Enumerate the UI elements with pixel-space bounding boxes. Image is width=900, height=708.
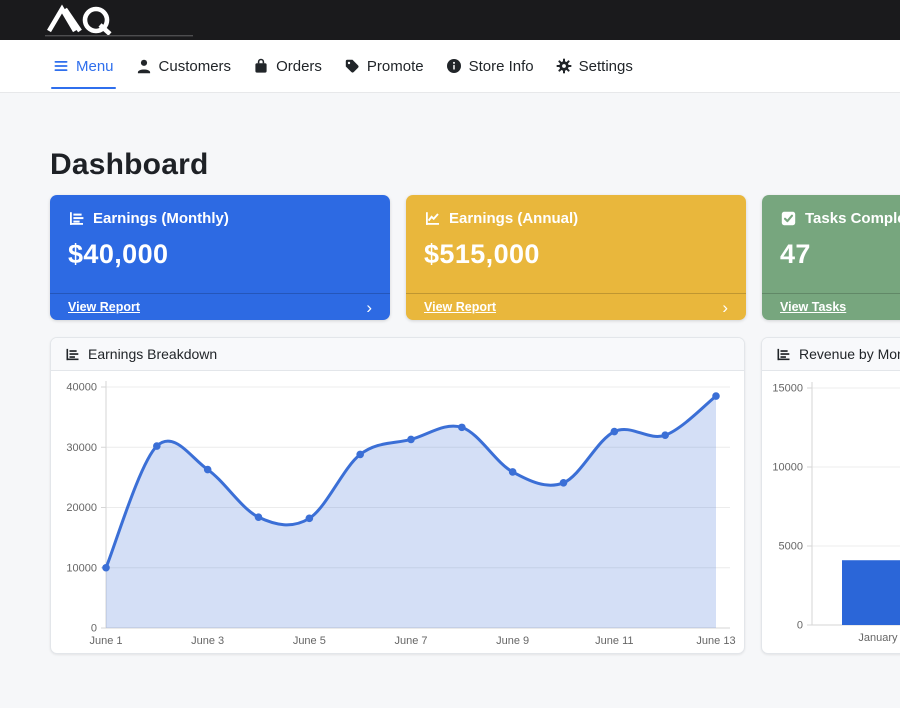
- nav-item-customers[interactable]: Customers: [136, 40, 232, 92]
- stat-card-body: Tasks Completed 47: [762, 195, 900, 293]
- svg-text:10000: 10000: [66, 562, 97, 574]
- stat-card-footer: View Report ›: [50, 293, 390, 320]
- svg-text:June 13: June 13: [696, 635, 735, 647]
- stat-card-tasks-completed: Tasks Completed 47 View Tasks ›: [762, 195, 900, 320]
- revenue-by-month-card: Revenue by Month 0 5000 10000 15000 January: [761, 337, 900, 654]
- page-title: Dashboard: [50, 148, 209, 181]
- svg-text:5000: 5000: [779, 541, 803, 553]
- person-icon: [137, 59, 150, 74]
- view-report-link[interactable]: View Report: [68, 300, 141, 314]
- bar-chart-icon: [777, 348, 790, 360]
- nav-item-label: Customers: [158, 57, 232, 75]
- nav-item-menu[interactable]: Menu: [51, 40, 116, 92]
- stat-card-title-row: Earnings (Annual): [424, 210, 728, 227]
- chevron-right-icon[interactable]: ›: [366, 297, 372, 317]
- chart-title: Revenue by Month: [799, 346, 900, 362]
- stat-card-body: Earnings (Annual) $515,000: [406, 195, 746, 293]
- svg-text:30000: 30000: [66, 442, 97, 454]
- chart-body: 0 10000 20000 30000 40000 June 1 June 3 June 5 J…: [51, 371, 744, 653]
- view-report-link[interactable]: View Report: [424, 300, 497, 314]
- main-navbar: Menu Customers Orders Promote Store Info: [0, 40, 900, 93]
- svg-text:June 11: June 11: [595, 635, 633, 647]
- stat-card-title-row: Tasks Completed: [780, 210, 900, 227]
- nav-item-label: Promote: [366, 57, 424, 75]
- stat-card-title: Tasks Completed: [805, 210, 900, 227]
- bar-chart-horizontal-icon: [70, 212, 84, 225]
- hamburger-icon: [54, 61, 68, 71]
- nav-item-label: Menu: [76, 57, 114, 75]
- chart-body: 0 5000 10000 15000 January: [762, 371, 900, 653]
- topbar: [0, 0, 900, 40]
- stat-card-earnings-monthly: Earnings (Monthly) $40,000 View Report ›: [50, 195, 390, 320]
- svg-text:June 9: June 9: [496, 635, 529, 647]
- revenue-by-month-plot: 0 5000 10000 15000 January: [772, 382, 900, 644]
- stat-card-value: $515,000: [424, 239, 540, 269]
- main-content: Dashboard Earnings (Monthly) $40,000 Vie…: [0, 93, 900, 654]
- stat-card-title: Earnings (Annual): [449, 210, 579, 227]
- check-square-icon: [781, 211, 796, 226]
- info-icon: [446, 59, 461, 73]
- svg-text:June 3: June 3: [191, 635, 224, 647]
- svg-text:January: January: [858, 632, 898, 644]
- gear-icon: [556, 58, 572, 74]
- stat-card-footer: View Report ›: [406, 293, 746, 320]
- svg-text:10000: 10000: [772, 462, 803, 474]
- nav-item-label: Settings: [578, 57, 633, 75]
- stat-cards-row: Earnings (Monthly) $40,000 View Report ›…: [50, 195, 900, 320]
- svg-text:20000: 20000: [66, 502, 97, 514]
- svg-text:June 5: June 5: [293, 635, 326, 647]
- svg-text:40000: 40000: [66, 382, 97, 394]
- bar-chart-icon: [66, 348, 79, 360]
- nav-item-label: Store Info: [468, 57, 534, 75]
- nav-item-label: Orders: [276, 57, 322, 75]
- svg-text:0: 0: [797, 620, 803, 632]
- stat-card-value: 47: [780, 239, 811, 269]
- stat-card-body: Earnings (Monthly) $40,000: [50, 195, 390, 293]
- svg-text:15000: 15000: [772, 383, 803, 395]
- view-tasks-link[interactable]: View Tasks: [780, 300, 847, 314]
- nav-item-promote[interactable]: Promote: [344, 40, 424, 92]
- stat-card-title-row: Earnings (Monthly): [68, 210, 372, 227]
- svg-text:0: 0: [91, 623, 97, 635]
- charts-row: Earnings Breakdown 0 10000 20000 30000 40000…: [50, 337, 900, 654]
- stat-card-earnings-annual: Earnings (Annual) $515,000 View Report ›: [406, 195, 746, 320]
- tag-icon: [345, 59, 359, 73]
- line-chart-icon: [426, 212, 439, 225]
- svg-text:June 1: June 1: [89, 635, 122, 647]
- earnings-breakdown-plot: 0 10000 20000 30000 40000 June 1 June 3 June 5 J…: [66, 381, 736, 647]
- stat-card-value: $40,000: [68, 239, 169, 269]
- chart-card-header: Earnings Breakdown: [51, 338, 744, 371]
- earnings-breakdown-card: Earnings Breakdown 0 10000 20000 30000 40000…: [50, 337, 745, 654]
- nav-item-orders[interactable]: Orders: [253, 40, 322, 92]
- chart-card-header: Revenue by Month: [762, 338, 900, 371]
- nav-item-store-info[interactable]: Store Info: [446, 40, 534, 92]
- stat-card-title: Earnings (Monthly): [93, 210, 229, 227]
- bag-icon: [255, 58, 267, 73]
- nav-item-settings[interactable]: Settings: [556, 40, 633, 92]
- chart-title: Earnings Breakdown: [88, 346, 218, 362]
- chevron-right-icon[interactable]: ›: [722, 297, 728, 317]
- brand-logo-aiq[interactable]: [43, 2, 195, 38]
- stat-card-footer: View Tasks ›: [762, 293, 900, 320]
- svg-text:June 7: June 7: [394, 635, 427, 647]
